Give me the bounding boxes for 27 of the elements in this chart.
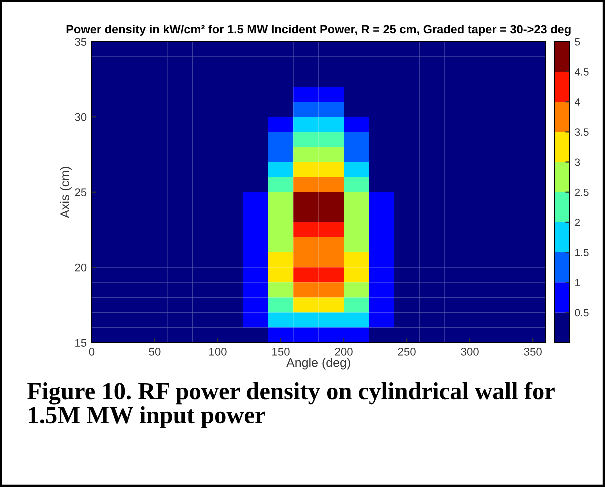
color-bar-label: 4 (575, 98, 580, 106)
chart-title: Power density in kW/cm² for 1.5 MW Incident Power, R = 25 cm, Graded taper = 30->23 deg (66, 24, 571, 36)
x-axis-title: Angle (deg) (286, 358, 350, 370)
x-tick-label: 50 (149, 348, 161, 356)
x-tick-label: 100 (210, 348, 227, 356)
color-bar-label: 0.5 (575, 309, 589, 317)
color-bar-label: 1.5 (576, 249, 589, 256)
color-bar-label: 2.5 (575, 188, 589, 196)
color-bar-label: 2 (575, 218, 580, 226)
color-bar-label: 5 (575, 38, 580, 46)
x-tick-label: 0 (89, 348, 95, 356)
y-tick-label: 25 (75, 188, 87, 196)
color-bar-label: 3 (575, 158, 580, 166)
x-tick-label: 250 (398, 348, 416, 356)
y-tick-label: 35 (75, 38, 87, 46)
x-tick-label: 200 (335, 348, 353, 356)
caption: Figure 10. RF power density on cylindrical wall for 1.5M MW input power (28, 382, 555, 429)
y-tick-label: 20 (75, 264, 87, 272)
color-bar-label: 4.5 (575, 68, 589, 76)
color-bar-label: 1 (576, 279, 580, 286)
color-bar-label: 3.5 (575, 128, 589, 136)
x-tick-label: 300 (461, 348, 479, 356)
y-axis-title: Axis (cm) (60, 167, 72, 218)
x-tick-label: 350 (524, 348, 542, 356)
x-tick-label: 150 (272, 348, 290, 356)
y-tick-label: 15 (76, 339, 87, 347)
y-tick-label: 30 (75, 113, 87, 122)
